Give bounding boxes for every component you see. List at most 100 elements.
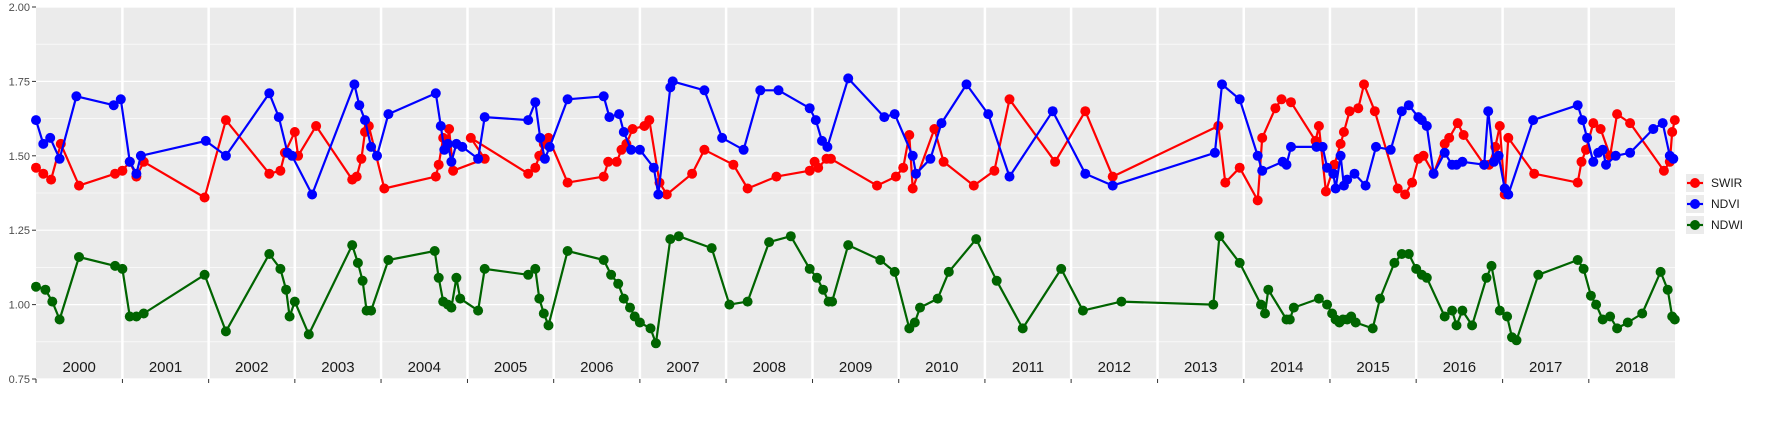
data-point-ndvi bbox=[911, 168, 921, 179]
data-point-ndwi bbox=[347, 240, 358, 251]
legend-key-point-swir bbox=[1690, 178, 1700, 188]
data-point-ndvi bbox=[1572, 100, 1583, 111]
data-point-ndwi bbox=[1367, 323, 1378, 334]
data-point-swir bbox=[742, 183, 753, 194]
data-point-ndwi bbox=[764, 237, 775, 248]
data-point-swir bbox=[523, 168, 534, 179]
year-label: 2006 bbox=[580, 359, 613, 376]
data-point-ndwi bbox=[1284, 314, 1295, 325]
data-point-ndwi bbox=[538, 308, 549, 319]
year-label: 2014 bbox=[1270, 359, 1303, 376]
data-point-swir bbox=[1080, 106, 1091, 117]
data-point-swir bbox=[1252, 195, 1263, 206]
series-line-swir bbox=[35, 83, 1676, 202]
data-point-ndvi bbox=[539, 153, 550, 164]
data-point-ndvi bbox=[366, 141, 377, 152]
data-point-ndvi bbox=[717, 132, 728, 143]
data-point-ndwi bbox=[1288, 302, 1299, 313]
data-point-swir bbox=[31, 162, 41, 173]
data-point-ndwi bbox=[1017, 323, 1028, 334]
data-point-swir bbox=[444, 124, 455, 134]
data-point-ndvi bbox=[1403, 100, 1414, 111]
data-point-ndvi bbox=[936, 118, 947, 129]
data-point-ndwi bbox=[598, 255, 609, 265]
year-label: 2007 bbox=[666, 359, 699, 376]
data-point-swir bbox=[1320, 186, 1331, 197]
data-point-ndvi bbox=[473, 153, 484, 164]
data-point-ndvi bbox=[1335, 150, 1346, 161]
data-point-ndvi bbox=[1257, 165, 1268, 176]
data-point-ndvi bbox=[879, 112, 890, 123]
data-point-ndwi bbox=[645, 323, 656, 334]
data-point-swir bbox=[1286, 97, 1296, 108]
data-point-ndwi bbox=[1669, 314, 1680, 325]
data-point-ndvi bbox=[773, 85, 784, 96]
data-point-ndvi bbox=[634, 144, 645, 155]
data-point-ndwi bbox=[1662, 284, 1673, 295]
data-point-ndvi bbox=[1597, 144, 1608, 155]
data-point-swir bbox=[1452, 118, 1463, 129]
data-point-ndvi bbox=[907, 150, 918, 161]
data-point-ndwi bbox=[352, 257, 363, 268]
data-point-ndwi bbox=[284, 311, 295, 322]
data-point-swir bbox=[433, 159, 444, 170]
data-point-ndvi bbox=[1396, 106, 1407, 117]
data-point-swir bbox=[1529, 168, 1540, 179]
data-point-ndvi bbox=[843, 73, 854, 84]
data-point-swir bbox=[938, 156, 949, 167]
data-point-ndwi bbox=[932, 293, 943, 304]
data-point-ndvi bbox=[457, 141, 468, 152]
data-point-ndvi bbox=[1610, 150, 1621, 161]
data-point-ndwi bbox=[1403, 249, 1414, 259]
data-point-ndwi bbox=[1585, 290, 1596, 301]
data-point-ndwi bbox=[1322, 299, 1333, 310]
data-point-ndvi bbox=[1217, 79, 1227, 90]
data-point-ndwi bbox=[138, 308, 149, 319]
data-point-ndvi bbox=[1080, 168, 1091, 179]
y-tick-label: 1.50 bbox=[9, 151, 30, 163]
data-point-ndvi bbox=[667, 76, 678, 87]
data-point-ndvi bbox=[653, 189, 664, 200]
data-point-swir bbox=[603, 156, 614, 167]
data-point-ndwi bbox=[383, 255, 394, 265]
data-point-ndvi bbox=[810, 115, 821, 126]
y-axis: 0.75 1.00 1.25 1.50 1.75 2.00 bbox=[9, 2, 1590, 386]
data-point-ndwi bbox=[706, 243, 717, 254]
data-point-ndwi bbox=[1502, 311, 1513, 322]
data-point-swir bbox=[1353, 103, 1364, 114]
data-point-ndwi bbox=[915, 302, 925, 313]
data-point-ndwi bbox=[281, 284, 292, 295]
data-point-swir bbox=[220, 115, 231, 126]
data-point-ndvi bbox=[54, 153, 65, 164]
year-label: 2013 bbox=[1184, 359, 1217, 376]
data-point-swir bbox=[1392, 183, 1403, 194]
data-point-ndwi bbox=[446, 302, 457, 313]
data-point-swir bbox=[1667, 127, 1678, 137]
data-point-ndwi bbox=[673, 231, 684, 242]
data-point-ndwi bbox=[1256, 299, 1266, 310]
year-label: 2010 bbox=[925, 359, 958, 376]
data-point-ndvi bbox=[1004, 171, 1015, 182]
legend: SWIR NDVI NDWI bbox=[1686, 174, 1743, 234]
data-point-swir bbox=[968, 180, 979, 191]
data-point-ndwi bbox=[54, 314, 65, 325]
data-point-ndwi bbox=[455, 293, 466, 304]
data-point-swir bbox=[1588, 118, 1599, 129]
data-point-swir bbox=[1572, 177, 1583, 188]
data-point-swir bbox=[351, 171, 362, 182]
data-point-ndvi bbox=[45, 132, 56, 143]
data-point-ndwi bbox=[724, 299, 735, 310]
data-point-swir bbox=[771, 171, 782, 182]
data-point-swir bbox=[904, 130, 915, 140]
data-point-swir bbox=[311, 121, 322, 131]
data-point-ndwi bbox=[618, 293, 629, 304]
data-point-ndwi bbox=[909, 317, 920, 328]
data-point-swir bbox=[1050, 156, 1061, 167]
data-point-ndvi bbox=[889, 109, 900, 120]
data-point-ndvi bbox=[273, 112, 284, 123]
data-point-ndwi bbox=[1396, 249, 1407, 259]
data-point-swir bbox=[1595, 124, 1606, 134]
data-point-ndvi bbox=[1503, 189, 1514, 200]
